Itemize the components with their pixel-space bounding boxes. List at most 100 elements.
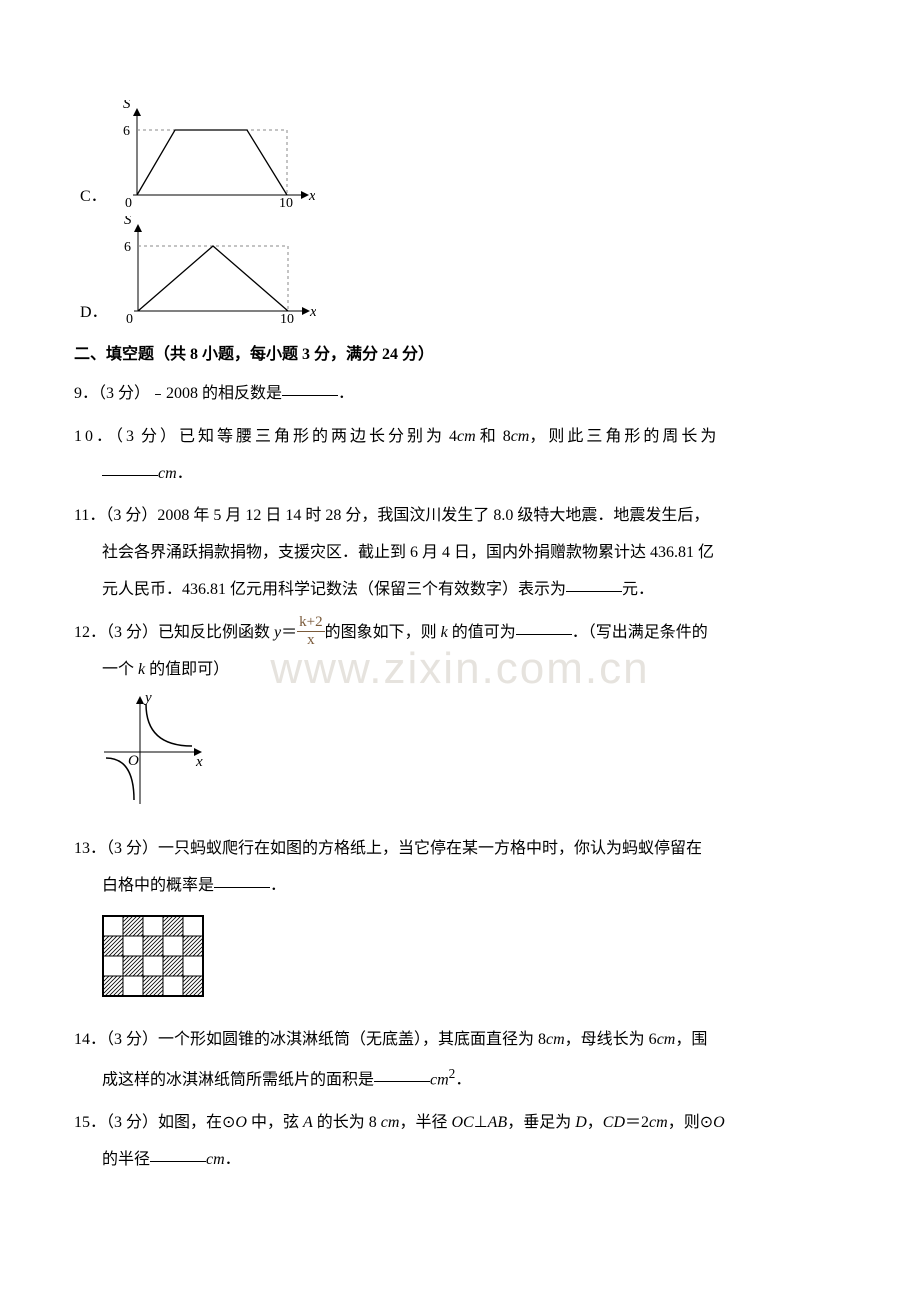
q15-O1: O <box>235 1114 247 1131</box>
option-c-row: C． S 6 0 10 x <box>80 100 846 210</box>
q10-1f: 8 <box>503 428 511 445</box>
question-12: 12．（3 分）已知反比例函数 y＝k+2x的图象如下，则 k 的值可为．（写出… <box>74 615 846 689</box>
q15-1f: ，垂足为 <box>507 1114 575 1131</box>
svg-text:0: 0 <box>126 312 133 326</box>
q10-1c: 4 <box>449 428 457 445</box>
q15-1i: ，则 <box>668 1114 700 1131</box>
question-11: 11．（3 分）2008 年 5 月 12 日 14 时 28 分，我国汶川发生… <box>74 498 846 608</box>
q15-O2: O <box>713 1114 725 1131</box>
q14-2c: ． <box>455 1071 471 1088</box>
q12-1a: 12．（3 分）已知反比例函数 <box>74 624 274 641</box>
section-header: 二、填空题（共 8 小题，每小题 3 分，满分 24 分） <box>74 340 846 364</box>
question-13: 13．（3 分）一只蚂蚁爬行在如图的方格纸上，当它停在某一方格中时，你认为蚂蚁停… <box>74 831 846 905</box>
q12-1c: 的值可为 <box>448 624 516 641</box>
q14-1c: ，母线长为 6 <box>565 1031 657 1048</box>
q10-2b: ． <box>177 465 193 482</box>
svg-text:S: S <box>123 100 131 112</box>
q11-l1: 11．（3 分）2008 年 5 月 12 日 14 时 28 分，我国汶川发生… <box>74 498 846 535</box>
question-10: 10．（3 分）已知等腰三角形的两边长分别为 4cm 和 8cm，则此三角形的周… <box>74 419 846 493</box>
svg-text:0: 0 <box>125 196 132 210</box>
q10-2a: cm <box>158 465 177 482</box>
q15-OC: OC <box>451 1114 473 1131</box>
q10-1g-cm: cm <box>511 428 530 445</box>
content: C． S 6 0 10 x D． <box>74 100 846 1178</box>
q11-l3a: 元人民币．436.81 亿元用科学记数法（保留三个有效数字）表示为 <box>102 581 566 598</box>
q15-1e: ⊥ <box>474 1114 488 1131</box>
q11-blank <box>566 577 622 592</box>
q10-1d: cm <box>457 428 476 445</box>
svg-text:10: 10 <box>280 312 294 326</box>
q13-blank <box>214 873 270 888</box>
q15-2c: ． <box>225 1151 241 1168</box>
q14-blank <box>374 1067 430 1082</box>
q15-cm2: cm <box>649 1114 668 1131</box>
q10-1e: 和 <box>480 428 499 445</box>
svg-text:10: 10 <box>279 196 293 210</box>
chart-option-d: S 6 0 10 x <box>116 216 316 326</box>
svg-text:6: 6 <box>123 124 130 139</box>
q10-1b: 分）已知等腰三角形的两边长分别为 <box>141 428 445 445</box>
svg-text:S: S <box>124 216 132 228</box>
q12-fraction: k+2x <box>297 615 324 648</box>
q12-k1: k <box>441 624 448 641</box>
q14-2b: cm <box>430 1071 449 1088</box>
question-15: 15．（3 分）如图，在⊙O 中，弦 A 的长为 8 cm，半径 OC⊥AB，垂… <box>74 1105 846 1179</box>
q15-1d: ，半径 <box>399 1114 451 1131</box>
checker-icon <box>102 915 206 999</box>
chart-option-c: S 6 0 10 x <box>115 100 315 210</box>
svg-text:x: x <box>308 188 315 204</box>
q9-suffix: ． <box>338 385 354 402</box>
q11-l3b: 元． <box>622 581 654 598</box>
q15-blank <box>150 1147 206 1162</box>
q15-AB: AB <box>488 1114 508 1131</box>
option-d-label: D． <box>80 298 108 322</box>
q13-checker <box>102 915 846 1004</box>
q12-eq: ＝ <box>281 624 297 641</box>
q15-D: D <box>575 1114 587 1131</box>
q15-CD: CD <box>603 1114 625 1131</box>
q14-1d: cm <box>657 1031 676 1048</box>
q12-blank <box>516 620 572 635</box>
q15-1c: 的长为 8 <box>313 1114 381 1131</box>
q12-1b: 的图象如下，则 <box>325 624 441 641</box>
option-c-label: C． <box>80 182 107 206</box>
q12-frac-den: x <box>297 632 324 648</box>
question-14: 14．（3 分）一个形如圆锥的冰淇淋纸筒（无底盖），其底面直径为 8cm，母线长… <box>74 1022 846 1099</box>
option-d-row: D． S 6 0 10 x <box>80 216 846 326</box>
q14-1b: cm <box>546 1031 565 1048</box>
q12-frac-num: k+2 <box>297 615 324 632</box>
q15-1h: ＝2 <box>625 1114 649 1131</box>
q10-1a: 10．（3 <box>74 428 137 445</box>
svg-text:O: O <box>128 753 139 769</box>
q12-graph: O x y <box>102 694 846 819</box>
q15-2b: cm <box>206 1151 225 1168</box>
q15-1a: 15．（3 分）如图，在 <box>74 1114 222 1131</box>
q9-blank <box>282 381 338 396</box>
q12-2b: 的值即可） <box>145 661 229 678</box>
q15-A: A <box>303 1114 313 1131</box>
q15-1b: 中，弦 <box>247 1114 303 1131</box>
q15-1g: ， <box>587 1114 603 1131</box>
q12-1d: ．（写出满足条件的 <box>572 624 708 641</box>
svg-text:y: y <box>143 694 152 706</box>
q14-1e: ，围 <box>675 1031 707 1048</box>
q13-l1: 13．（3 分）一只蚂蚁爬行在如图的方格纸上，当它停在某一方格中时，你认为蚂蚁停… <box>74 831 846 868</box>
hyperbola-icon: O x y <box>102 694 212 814</box>
svg-text:6: 6 <box>124 240 131 255</box>
q11-l2: 社会各界涌跃捐款捐物，支援灾区．截止到 6 月 4 日，国内外捐赠款物累计达 4… <box>74 535 846 572</box>
q10-1g: ，则此三角形的周长为 <box>529 428 719 445</box>
q15-circ2: ⊙ <box>700 1114 713 1131</box>
q13-l2a: 白格中的概率是 <box>102 877 214 894</box>
question-9: 9．（3 分）﹣2008 的相反数是 ． <box>74 376 846 413</box>
svg-text:x: x <box>195 754 203 770</box>
q15-2a: 的半径 <box>102 1151 150 1168</box>
q10-blank <box>102 461 158 476</box>
q12-2a: 一个 <box>102 661 138 678</box>
svg-text:x: x <box>309 304 316 320</box>
q9-prefix: 9．（3 分）﹣2008 的相反数是 <box>74 385 282 402</box>
q15-circ1: ⊙ <box>222 1114 235 1131</box>
q14-1a: 14．（3 分）一个形如圆锥的冰淇淋纸筒（无底盖），其底面直径为 8 <box>74 1031 546 1048</box>
q15-cm1: cm <box>381 1114 400 1131</box>
q13-l2b: ． <box>270 877 286 894</box>
q14-2a: 成这样的冰淇淋纸筒所需纸片的面积是 <box>102 1071 374 1088</box>
